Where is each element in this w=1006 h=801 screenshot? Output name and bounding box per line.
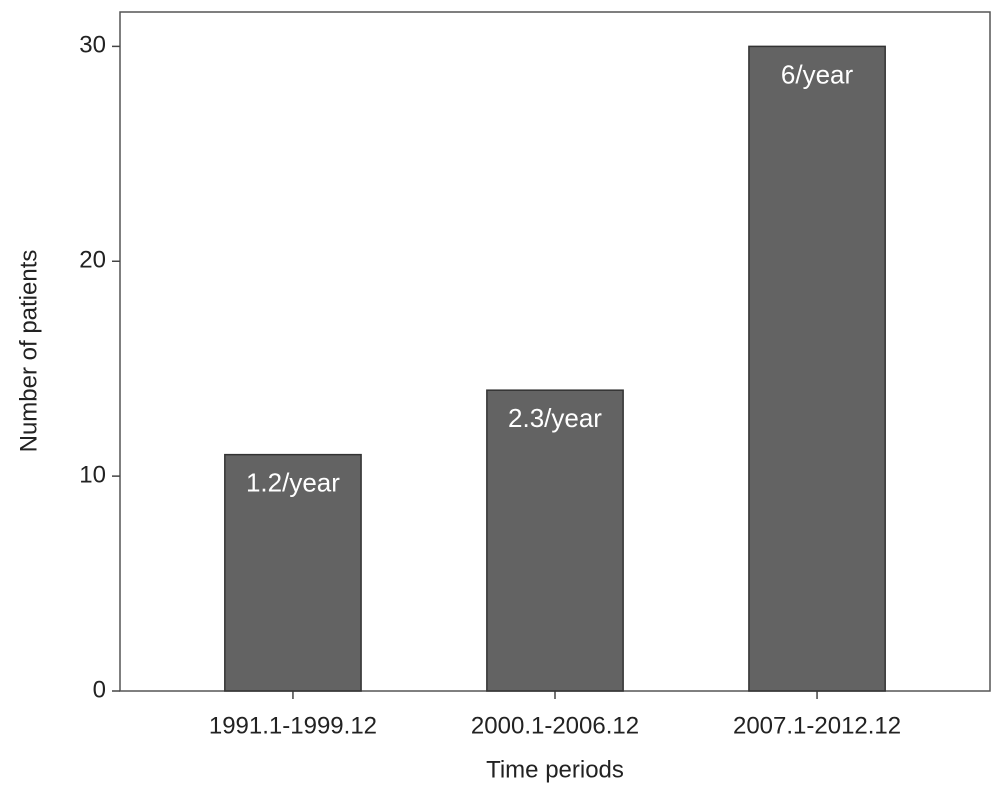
y-tick-label: 10 <box>79 461 106 488</box>
x-tick-label: 2007.1-2012.12 <box>733 712 901 739</box>
bar <box>486 389 624 692</box>
y-tick-label: 20 <box>79 247 106 274</box>
y-axis-label: Number of patients <box>15 250 42 453</box>
bar <box>224 453 362 692</box>
x-axis-label: Time periods <box>486 756 624 783</box>
x-tick-label: 2000.1-2006.12 <box>471 712 639 739</box>
y-tick-label: 0 <box>93 676 106 703</box>
y-tick-label: 30 <box>79 32 106 59</box>
annotation: 2.3/year <box>508 403 602 433</box>
annotation: 1.2/year <box>246 468 340 498</box>
annotation: 6/year <box>781 59 854 89</box>
bar <box>748 45 886 692</box>
x-tick-label: 1991.1-1999.12 <box>209 712 377 739</box>
